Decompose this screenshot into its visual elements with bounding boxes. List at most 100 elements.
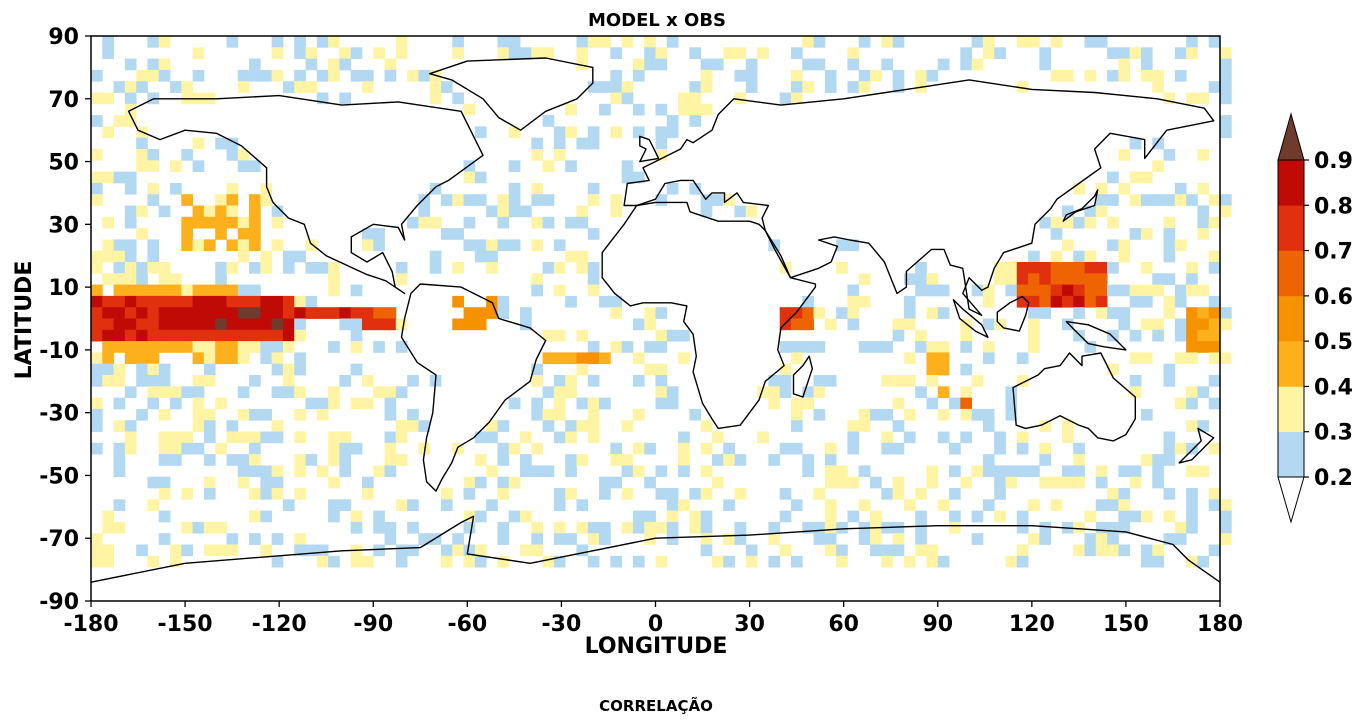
- correlation-cell: [1220, 194, 1232, 206]
- correlation-cell: [960, 341, 973, 353]
- correlation-cell: [903, 499, 916, 511]
- correlation-cell: [711, 476, 724, 489]
- correlation-cell: [440, 488, 453, 500]
- correlation-cell: [215, 397, 227, 410]
- correlation-cell: [124, 352, 137, 365]
- correlation-cell: [903, 375, 916, 387]
- correlation-cell: [305, 307, 318, 319]
- correlation-cell: [1118, 239, 1131, 252]
- correlation-cell: [1220, 318, 1232, 331]
- correlation-cell: [1197, 318, 1210, 331]
- correlation-cell: [237, 284, 250, 297]
- correlation-cell: [1095, 284, 1108, 297]
- correlation-cell: [192, 408, 205, 421]
- colorbar-tick-label: 0.6: [1314, 285, 1353, 310]
- correlation-cell: [870, 476, 882, 489]
- correlation-cell: [1197, 182, 1210, 195]
- correlation-cell: [599, 81, 611, 93]
- correlation-cell: [599, 103, 611, 116]
- correlation-cell: [497, 555, 510, 568]
- x-tick-label: 180: [1197, 612, 1243, 637]
- correlation-cell: [813, 408, 826, 421]
- correlation-cell: [395, 431, 408, 444]
- correlation-cell: [1152, 476, 1164, 489]
- correlation-cell: [316, 544, 329, 557]
- correlation-cell: [237, 307, 250, 319]
- correlation-cell: [531, 47, 543, 59]
- correlation-cell: [621, 420, 634, 432]
- correlation-cell: [463, 160, 476, 172]
- correlation-cell: [915, 341, 927, 353]
- correlation-cell: [700, 510, 713, 523]
- correlation-cell: [226, 352, 239, 365]
- correlation-cell: [215, 442, 227, 455]
- x-tick-label: -150: [158, 612, 213, 637]
- correlation-cell: [328, 555, 340, 568]
- correlation-cell: [373, 228, 385, 240]
- coastline-great-britain: [639, 135, 660, 163]
- correlation-cell: [294, 386, 306, 398]
- correlation-cell: [576, 216, 589, 229]
- x-axis-ticks: -180 -150 -120 -90 -60 -30 0 30 60 90 120 150 180: [63, 601, 1243, 637]
- correlation-cell: [1073, 295, 1085, 308]
- correlation-cell: [203, 431, 216, 444]
- correlation-cell: [1208, 352, 1221, 365]
- correlation-cell: [678, 92, 690, 105]
- correlation-cell: [915, 521, 927, 534]
- correlation-cell: [147, 295, 160, 308]
- correlation-cell: [982, 408, 995, 421]
- correlation-cell: [91, 92, 103, 105]
- correlation-cell: [610, 69, 623, 82]
- correlation-cell: [328, 386, 340, 398]
- correlation-cell: [1095, 36, 1108, 48]
- correlation-cell: [1028, 262, 1040, 274]
- correlation-cell: [328, 69, 340, 82]
- correlation-cell: [226, 205, 239, 218]
- correlation-cell: [452, 262, 464, 274]
- correlation-cell: [1118, 250, 1131, 263]
- correlation-cell: [181, 544, 194, 557]
- correlation-cell: [124, 239, 137, 252]
- correlation-cell: [881, 58, 893, 71]
- correlation-cell: [1208, 216, 1221, 229]
- correlation-cell: [158, 341, 171, 353]
- correlation-cell: [1095, 182, 1108, 195]
- correlation-cell: [994, 273, 1006, 285]
- correlation-cell: [373, 318, 385, 331]
- correlation-cell: [395, 36, 408, 48]
- correlation-cell: [565, 465, 577, 478]
- correlation-cell: [666, 397, 679, 410]
- correlation-cell: [407, 375, 419, 387]
- correlation-cell: [271, 295, 284, 308]
- correlation-cell: [621, 465, 634, 478]
- correlation-cell: [1152, 160, 1164, 172]
- correlation-cell: [91, 442, 103, 455]
- correlation-cell: [91, 250, 103, 263]
- correlation-cell: [158, 442, 171, 455]
- correlation-cell: [418, 205, 431, 218]
- coastline-sumatra: [952, 299, 989, 338]
- correlation-cell: [305, 239, 318, 252]
- correlation-cell: [91, 69, 103, 82]
- correlation-cell: [937, 352, 950, 365]
- correlation-cell: [790, 499, 803, 511]
- correlation-cell: [384, 69, 397, 82]
- correlation-cell: [678, 103, 690, 116]
- correlation-cell: [147, 318, 160, 331]
- correlation-cell: [339, 465, 352, 478]
- correlation-cell: [847, 295, 860, 308]
- correlation-cell: [531, 408, 543, 421]
- correlation-cell: [102, 544, 114, 557]
- correlation-cell: [136, 149, 148, 161]
- correlation-cell: [723, 47, 735, 59]
- correlation-cell: [621, 488, 634, 500]
- correlation-cell: [971, 284, 984, 297]
- correlation-cell: [576, 58, 589, 71]
- correlation-cell: [384, 386, 397, 398]
- correlation-cell: [452, 92, 464, 105]
- correlation-cell: [881, 555, 893, 568]
- correlation-cell: [802, 58, 814, 71]
- correlation-cell: [1061, 420, 1074, 432]
- correlation-cell: [881, 36, 893, 48]
- correlation-cell: [361, 488, 374, 500]
